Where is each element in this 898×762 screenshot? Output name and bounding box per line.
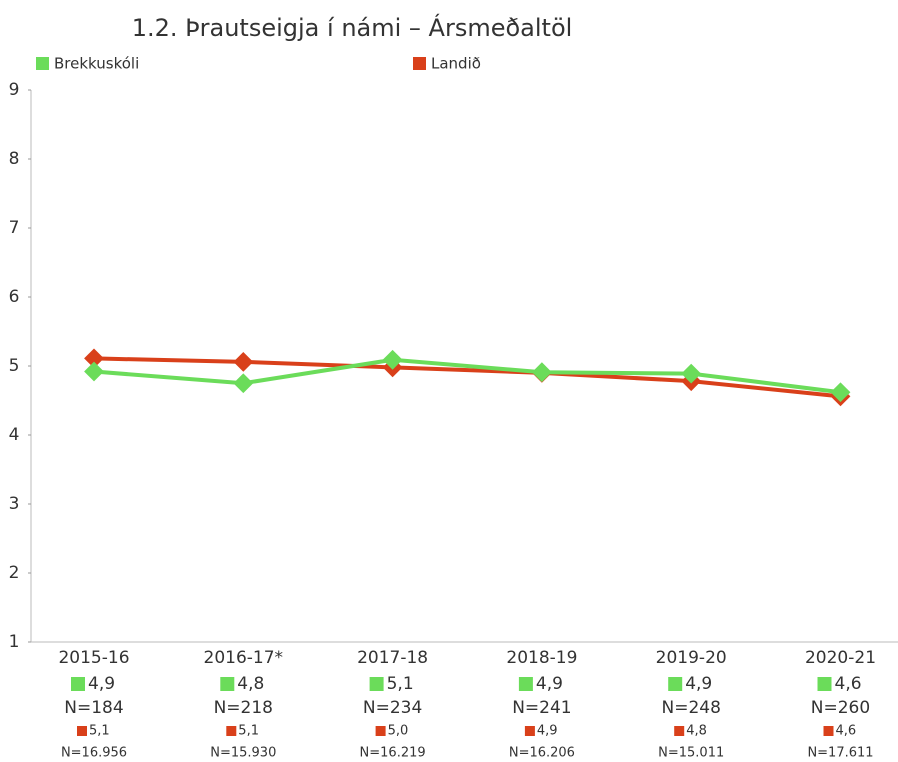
point-marker [681, 363, 702, 384]
legend-swatch [413, 57, 426, 70]
series-line [93, 357, 841, 395]
label-swatch [369, 677, 384, 691]
count-label: N=16.956 [61, 746, 127, 761]
point-marker [830, 382, 851, 403]
count-label: N=17.611 [807, 746, 873, 761]
value-label: 5,1 [238, 724, 259, 739]
label-swatch [518, 677, 533, 691]
value-label: 4,6 [836, 724, 857, 739]
label-swatch [674, 726, 685, 736]
y-tick-label: 4 [9, 425, 20, 445]
count-label: N=241 [512, 698, 571, 718]
count-label: N=16.206 [509, 746, 575, 761]
x-tick-label: 2019-20 [656, 648, 727, 668]
value-label: 4,8 [686, 724, 707, 739]
y-tick-label: 8 [9, 149, 20, 169]
count-label: N=15.011 [658, 746, 724, 761]
y-tick-label: 9 [9, 80, 20, 100]
y-tick-label: 2 [9, 563, 20, 583]
value-label: 5,1 [89, 724, 110, 739]
chart-title: 1.2. Þrautseigja í námi – Ársmeðaltöl [132, 13, 573, 42]
value-label: 4,9 [536, 674, 563, 694]
legend-label: Landið [431, 55, 481, 73]
x-tick-label: 2017-18 [357, 648, 428, 668]
label-swatch [77, 726, 87, 736]
value-label: 5,1 [387, 674, 414, 694]
count-label: N=218 [214, 698, 273, 718]
label-swatch [668, 677, 683, 691]
count-label: N=184 [64, 698, 123, 718]
value-label: 4,9 [88, 674, 115, 694]
point-marker [233, 351, 254, 372]
y-tick-label: 5 [9, 356, 20, 376]
value-label: 4,6 [835, 674, 862, 694]
value-label: 4,8 [237, 674, 264, 694]
value-label: 5,0 [388, 724, 409, 739]
count-label: N=248 [661, 698, 720, 718]
label-swatch [817, 677, 832, 691]
label-swatch [375, 726, 386, 736]
label-swatch [226, 726, 237, 736]
y-tick-label: 1 [9, 632, 20, 652]
value-label: 4,9 [685, 674, 712, 694]
y-tick-label: 7 [9, 218, 20, 238]
y-tick-label: 6 [9, 287, 20, 307]
label-swatch [71, 677, 85, 691]
point-marker [233, 373, 254, 394]
label-swatch [524, 726, 535, 736]
point-marker [532, 362, 552, 383]
count-label: N=234 [363, 698, 422, 718]
series-line [93, 356, 841, 399]
legend-swatch [36, 57, 49, 70]
point-marker [84, 348, 104, 369]
x-tick-label: 2016-17* [204, 648, 284, 668]
x-tick-label: 2020-21 [805, 648, 876, 668]
count-label: N=16.219 [360, 746, 426, 761]
value-label: 4,9 [537, 724, 558, 739]
point-marker [382, 349, 403, 370]
x-tick-label: 2018-19 [506, 648, 577, 668]
count-label: N=260 [811, 698, 870, 718]
x-tick-label: 2015-16 [58, 648, 129, 668]
label-swatch [823, 726, 834, 736]
y-tick-label: 3 [9, 494, 20, 514]
count-label: N=15.930 [210, 746, 276, 761]
point-marker [84, 361, 104, 382]
legend-label: Brekkuskóli [54, 55, 139, 73]
label-swatch [220, 677, 235, 691]
